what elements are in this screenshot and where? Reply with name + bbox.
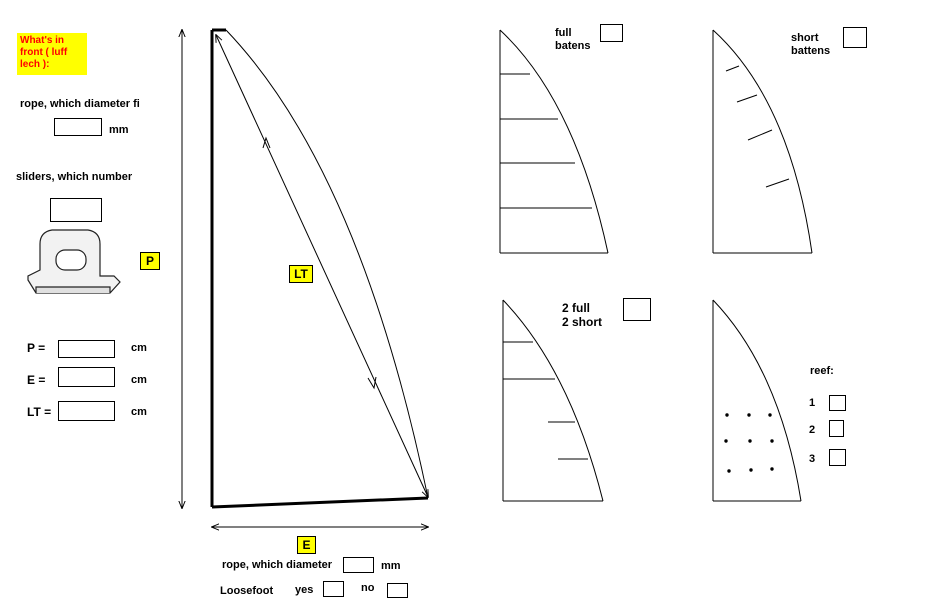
short-battens-checkbox[interactable] — [843, 27, 867, 48]
reef-option-2-checkbox[interactable] — [829, 420, 844, 437]
p-measure-label: P = — [27, 341, 46, 355]
luff-rope-label: rope, which diameter fi — [20, 98, 140, 110]
lt-tag: LT — [289, 265, 313, 283]
e-measure-input[interactable] — [58, 367, 115, 387]
reef-option-2-label: 2 — [809, 424, 816, 436]
reef-option-1-checkbox[interactable] — [829, 395, 846, 411]
luff-rope-unit: mm — [109, 124, 129, 136]
reef-label: reef: — [810, 365, 834, 377]
reef-points — [724, 413, 774, 473]
sliders-number-input[interactable] — [50, 198, 102, 222]
full-battens-checkbox[interactable] — [600, 24, 623, 42]
e-measure-label: E = — [27, 373, 46, 387]
loosefoot-label: Loosefoot — [220, 585, 274, 597]
lt-mid-arrowhead-up — [262, 136, 271, 149]
full-battens-sail — [499, 29, 609, 254]
lt-measure-input[interactable] — [58, 401, 115, 421]
reef-sail — [712, 299, 802, 502]
lt-measure-unit: cm — [131, 406, 147, 418]
short-battens-sail — [712, 29, 813, 254]
luff-rope-diameter-input[interactable] — [54, 118, 102, 136]
p-measure-input[interactable] — [58, 340, 115, 358]
reef-option-3-label: 3 — [809, 453, 816, 465]
foot-rope-diameter-input[interactable] — [343, 557, 374, 573]
loosefoot-yes-label: yes — [295, 584, 314, 596]
reef-option-1-label: 1 — [809, 397, 816, 409]
mixed-battens-sail — [502, 299, 604, 502]
mixed-battens-label: 2 full 2 short — [562, 301, 603, 329]
reef-option-3-checkbox[interactable] — [829, 449, 846, 466]
p-measure-unit: cm — [131, 342, 147, 354]
slider-icon — [27, 229, 121, 294]
foot-rope-label: rope, which diameter — [222, 559, 333, 571]
short-battens-label: short battens — [791, 32, 831, 57]
e-measure-unit: cm — [131, 374, 147, 386]
main-sail-outline — [210, 28, 429, 509]
loosefoot-yes-checkbox[interactable] — [323, 581, 344, 597]
loosefoot-no-checkbox[interactable] — [387, 583, 408, 598]
e-tag: E — [297, 536, 316, 554]
luff-question-tag: What's in front ( luff lech ): — [17, 33, 87, 75]
loosefoot-no-label: no — [361, 582, 375, 594]
foot-rope-unit: mm — [381, 560, 401, 572]
full-battens-label: full batens — [555, 27, 591, 52]
mixed-battens-checkbox[interactable] — [623, 298, 651, 321]
lt-measure-label: LT = — [27, 405, 52, 419]
lt-dimension-arrow — [216, 35, 428, 497]
p-tag-left: P — [140, 252, 160, 270]
lt-mid-arrowhead-down — [367, 376, 377, 390]
sliders-label: sliders, which number — [16, 171, 133, 183]
